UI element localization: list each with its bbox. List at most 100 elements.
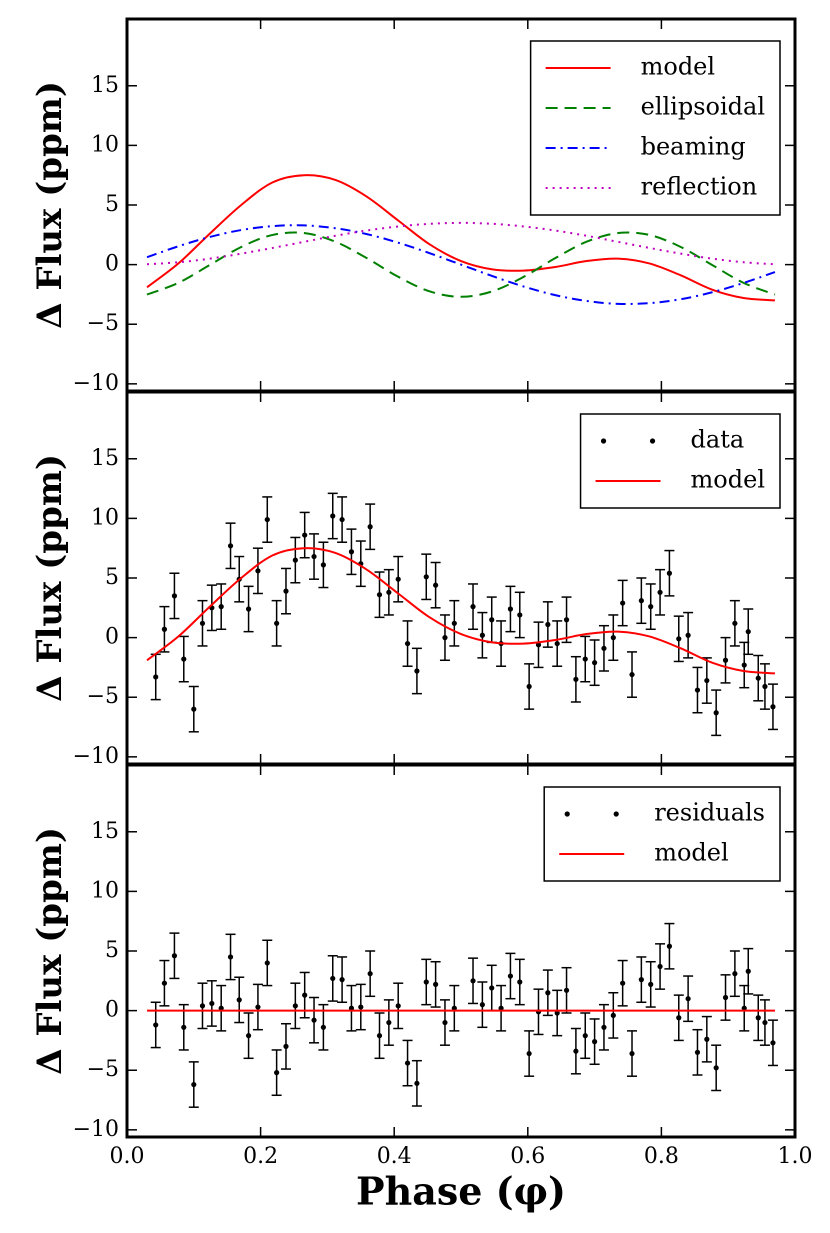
data-point	[311, 553, 317, 560]
data-point	[274, 620, 280, 626]
data-point	[199, 620, 206, 626]
data-point	[311, 1017, 317, 1023]
data-point	[713, 710, 719, 716]
data-point	[554, 640, 560, 647]
x-tick-label: 0.6	[510, 1144, 545, 1169]
panel: −10 −5 0 5 10 15 0.0 0.2 0.4 0.6 0.8 1.0 Δ Flux (ppm…	[30, 763, 813, 1214]
legend-label: reflection	[641, 173, 758, 201]
x-tick-label: 0.2	[243, 1144, 278, 1169]
legend-swatch	[600, 438, 607, 444]
data-point	[423, 979, 429, 985]
y-tick-label: 15	[91, 446, 119, 471]
data-point	[264, 960, 270, 966]
series-line	[146, 231, 776, 298]
data-point	[479, 1002, 485, 1008]
data-point	[358, 1004, 364, 1010]
x-axis-label: Phase (φ)	[356, 1169, 566, 1214]
data-point	[573, 676, 579, 682]
data-point	[676, 1015, 682, 1021]
data-point	[153, 1022, 159, 1028]
data-point	[648, 604, 654, 610]
y-tick-label: 10	[91, 132, 119, 157]
data-point	[762, 1019, 768, 1026]
data-point	[255, 568, 261, 574]
legend-box	[579, 413, 781, 509]
y-tick-label: 10	[91, 878, 119, 903]
data-point	[732, 620, 738, 626]
data-point	[755, 675, 761, 681]
data-point	[755, 1015, 761, 1021]
y-tick-label: −5	[87, 311, 119, 336]
data-point	[171, 593, 178, 599]
data-point	[423, 574, 429, 580]
data-point	[339, 977, 345, 983]
data-point	[274, 1070, 280, 1076]
y-tick-label: −10	[73, 1117, 119, 1142]
data-point	[770, 704, 776, 710]
data-point	[563, 987, 570, 993]
data-point	[348, 1005, 355, 1011]
panel: −10 −5 0 5 10 15 Δ Flux (ppm) data model	[30, 390, 797, 769]
data-point	[666, 943, 673, 949]
data-point	[181, 1024, 187, 1030]
data-point	[704, 677, 710, 684]
data-point	[685, 996, 691, 1002]
legend-box	[529, 40, 781, 216]
data-point	[181, 656, 187, 662]
data-point	[442, 1019, 448, 1026]
legend-label: beaming	[641, 133, 746, 161]
data-point	[153, 674, 159, 680]
data-point	[732, 971, 738, 977]
data-point	[638, 977, 644, 983]
data-point	[292, 1003, 298, 1009]
legend-label: data	[691, 426, 745, 454]
y-tick-label: 0	[105, 625, 119, 650]
data-point	[638, 598, 644, 604]
data-point	[629, 671, 635, 678]
data-point	[191, 1081, 197, 1088]
data-point	[745, 629, 751, 635]
data-point	[470, 604, 476, 610]
data-point	[620, 980, 626, 986]
legend-swatch	[649, 438, 656, 444]
y-tick-label: 5	[105, 565, 119, 590]
data-point	[657, 589, 663, 595]
y-tick-label: 15	[91, 819, 119, 844]
data-point	[442, 635, 448, 641]
data-point	[433, 582, 439, 588]
y-tick-label: 0	[105, 998, 119, 1023]
data-point	[191, 706, 197, 712]
data-point	[582, 656, 588, 662]
y-tick-label: −5	[87, 1057, 119, 1082]
data-point	[376, 1033, 383, 1039]
legend-swatch	[613, 811, 619, 817]
data-point	[245, 1033, 252, 1039]
series-line	[146, 547, 776, 675]
data-point	[704, 1036, 710, 1042]
data-point	[264, 516, 270, 523]
x-tick-label: 0.4	[377, 1144, 412, 1169]
panel: −10 −5 0 5 10 15 Δ Flux (ppm) model ellipsoidal b…	[30, 17, 797, 396]
series-line	[146, 221, 776, 266]
data-point	[451, 620, 457, 626]
data-point	[489, 617, 495, 623]
data-point	[218, 604, 224, 610]
y-axis-label: Δ Flux (ppm)	[30, 454, 70, 702]
data-point	[367, 971, 373, 977]
data-point	[395, 1003, 401, 1009]
data-point	[479, 632, 485, 638]
data-point	[526, 683, 532, 690]
legend-label: model	[641, 53, 715, 81]
data-point	[498, 1005, 504, 1011]
data-point	[601, 645, 607, 651]
data-point	[414, 668, 420, 674]
legend-label: model	[691, 466, 765, 494]
data-point	[404, 1060, 411, 1066]
legend-box	[543, 786, 781, 882]
data-point	[199, 1003, 206, 1009]
data-point	[161, 626, 168, 632]
legend: model ellipsoidal beaming reflection	[529, 40, 781, 216]
y-tick-label: −10	[73, 744, 119, 769]
legend-label: model	[654, 839, 728, 867]
data-point	[255, 1004, 261, 1010]
